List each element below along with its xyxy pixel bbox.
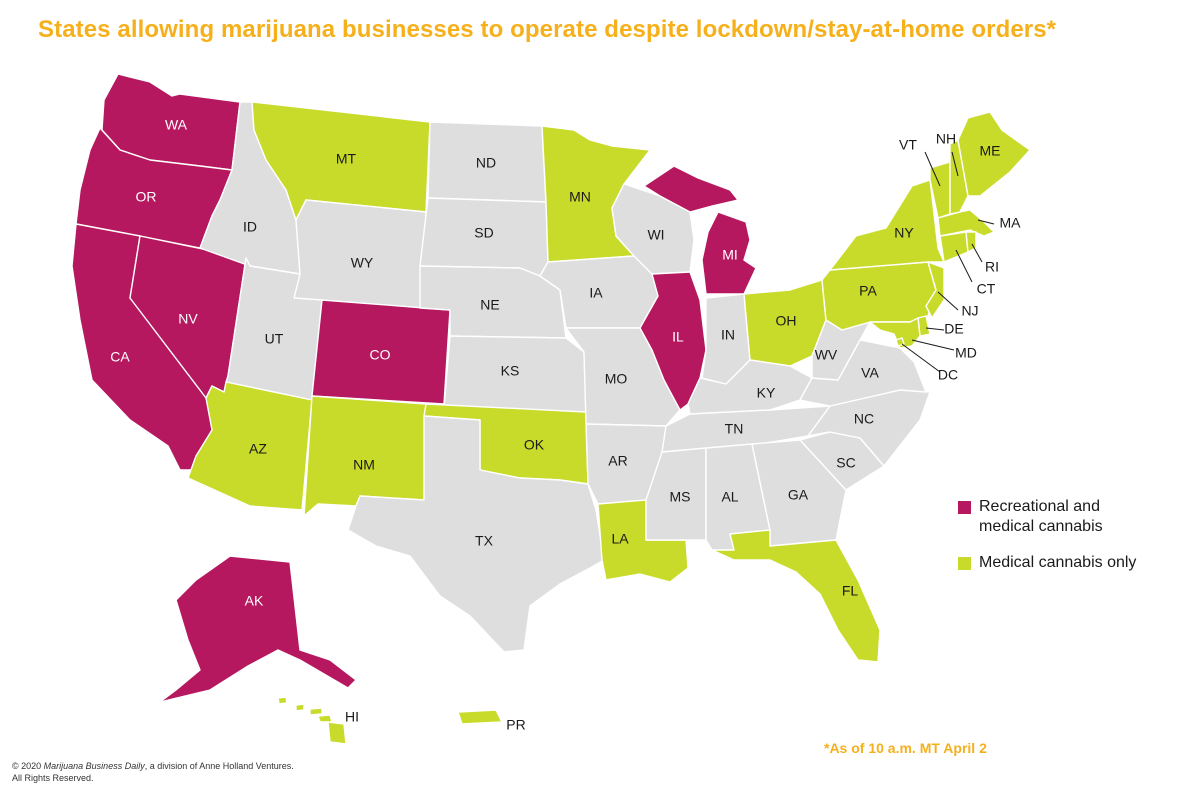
- state-az[interactable]: [187, 381, 313, 511]
- copyright: © 2020 Marijuana Business Daily, a divis…: [12, 761, 294, 783]
- label-ut: UT: [265, 331, 284, 347]
- label-ia: IA: [589, 285, 603, 301]
- label-or: OR: [136, 189, 157, 205]
- label-ks: KS: [501, 363, 520, 379]
- state-tx[interactable]: [347, 415, 605, 653]
- label-hi: HI: [345, 709, 359, 725]
- legend-swatch-medical: [958, 557, 971, 570]
- legend-item-medical: Medical cannabis only: [958, 553, 1188, 573]
- label-me: ME: [980, 143, 1001, 159]
- label-fl: FL: [842, 583, 859, 599]
- label-ne: NE: [480, 297, 499, 313]
- label-il: IL: [672, 329, 684, 345]
- legend-item-recreational: Recreational and medical cannabis: [958, 497, 1188, 537]
- label-la: LA: [611, 531, 629, 547]
- label-in: IN: [721, 327, 735, 343]
- state-mi[interactable]: [701, 211, 757, 295]
- label-ar: AR: [608, 453, 627, 469]
- label-nd: ND: [476, 155, 496, 171]
- label-az: AZ: [249, 441, 267, 457]
- state-nj[interactable]: [925, 261, 945, 319]
- label-wa: WA: [165, 117, 188, 133]
- label-dc: DC: [938, 367, 958, 383]
- label-nv: NV: [178, 311, 198, 327]
- label-nh: NH: [936, 131, 956, 147]
- label-nc: NC: [854, 411, 874, 427]
- label-ga: GA: [788, 487, 809, 503]
- label-tx: TX: [475, 533, 494, 549]
- legend-label-medical: Medical cannabis only: [979, 554, 1137, 571]
- state-pr[interactable]: [457, 709, 503, 725]
- legend-label-recreational: Recreational and medical cannabis: [979, 498, 1103, 535]
- label-mo: MO: [605, 371, 628, 387]
- state-il[interactable]: [639, 271, 707, 411]
- leader-lines: [901, 151, 995, 373]
- state-fl[interactable]: [711, 529, 881, 663]
- label-nj: NJ: [961, 303, 978, 319]
- label-wv: WV: [815, 347, 838, 363]
- label-tn: TN: [725, 421, 744, 437]
- state-me[interactable]: [957, 111, 1031, 197]
- label-nm: NM: [353, 457, 375, 473]
- label-ri: RI: [985, 259, 999, 275]
- label-ma: MA: [1000, 215, 1022, 231]
- state-ct[interactable]: [939, 231, 969, 263]
- state-wi[interactable]: [611, 183, 695, 275]
- footnote: *As of 10 a.m. MT April 2: [824, 740, 987, 756]
- state-shapes: [71, 73, 1031, 745]
- label-co: CO: [370, 347, 391, 363]
- label-mt: MT: [336, 151, 357, 167]
- label-md: MD: [955, 345, 977, 361]
- label-sd: SD: [474, 225, 493, 241]
- label-sc: SC: [836, 455, 855, 471]
- label-id: ID: [243, 219, 257, 235]
- label-ky: KY: [757, 385, 776, 401]
- label-vt: VT: [899, 137, 917, 153]
- label-pr: PR: [506, 717, 525, 733]
- label-wi: WI: [647, 227, 664, 243]
- state-ny[interactable]: [829, 179, 945, 271]
- label-ct: CT: [977, 281, 996, 297]
- label-pa: PA: [859, 283, 877, 299]
- legend-swatch-recreational: [958, 501, 971, 514]
- label-wy: WY: [351, 255, 374, 271]
- state-labels: WA OR CA NV ID MT WY UT AZ CO NM ND SD N…: [110, 117, 1021, 733]
- label-de: DE: [944, 321, 963, 337]
- label-va: VA: [861, 365, 879, 381]
- state-md[interactable]: [869, 317, 921, 349]
- label-ny: NY: [894, 225, 914, 241]
- map-title: States allowing marijuana businesses to …: [38, 16, 1057, 43]
- label-mn: MN: [569, 189, 591, 205]
- label-ms: MS: [670, 489, 691, 505]
- label-ca: CA: [110, 349, 130, 365]
- label-ak: AK: [245, 593, 264, 609]
- legend: Recreational and medical cannabis Medical…: [958, 497, 1188, 589]
- label-ok: OK: [524, 437, 545, 453]
- label-oh: OH: [776, 313, 797, 329]
- state-mi-upper[interactable]: [643, 165, 739, 213]
- state-hi[interactable]: [277, 696, 347, 745]
- label-al: AL: [721, 489, 738, 505]
- state-ak[interactable]: [159, 555, 357, 703]
- label-mi: MI: [722, 247, 738, 263]
